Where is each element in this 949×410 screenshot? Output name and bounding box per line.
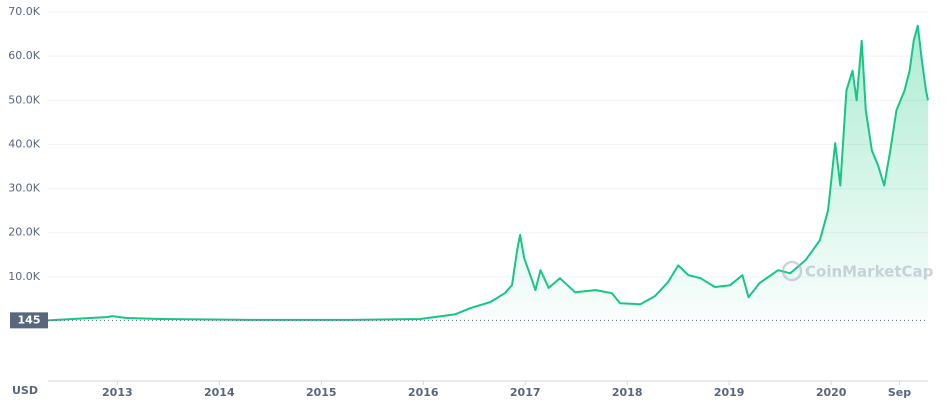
- y-tick-label: 60.0K: [8, 49, 40, 62]
- x-tick-label: 2019: [714, 386, 745, 399]
- y-tick-label: 40.0K: [8, 137, 40, 150]
- watermark: CoinMarketCap: [781, 260, 934, 282]
- x-tick-label: 2017: [510, 386, 541, 399]
- start-price-box: [10, 312, 48, 329]
- y-tick-label: 50.0K: [8, 93, 40, 106]
- x-tick-label: 2016: [408, 386, 439, 399]
- x-tick-label: 2014: [204, 386, 235, 399]
- area-fill: [48, 25, 928, 321]
- x-tick-label: 2015: [306, 386, 337, 399]
- watermark-logo: [781, 260, 803, 282]
- x-tick-label: 2020: [816, 386, 847, 399]
- y-tick-label: 20.0K: [8, 226, 40, 239]
- price-line: [47, 24, 929, 322]
- y-tick-label: 70.0K: [8, 5, 40, 18]
- start-price-label: 145: [18, 313, 41, 326]
- currency-label: USD: [12, 384, 38, 397]
- x-tick-label: Sep: [888, 386, 911, 399]
- x-tick-label: 2013: [102, 386, 133, 399]
- y-tick-label: 10.0K: [8, 270, 40, 283]
- y-tick-label: 30.0K: [8, 182, 40, 195]
- x-tick-label: 2018: [612, 386, 643, 399]
- watermark-text: CoinMarketCap: [805, 263, 934, 281]
